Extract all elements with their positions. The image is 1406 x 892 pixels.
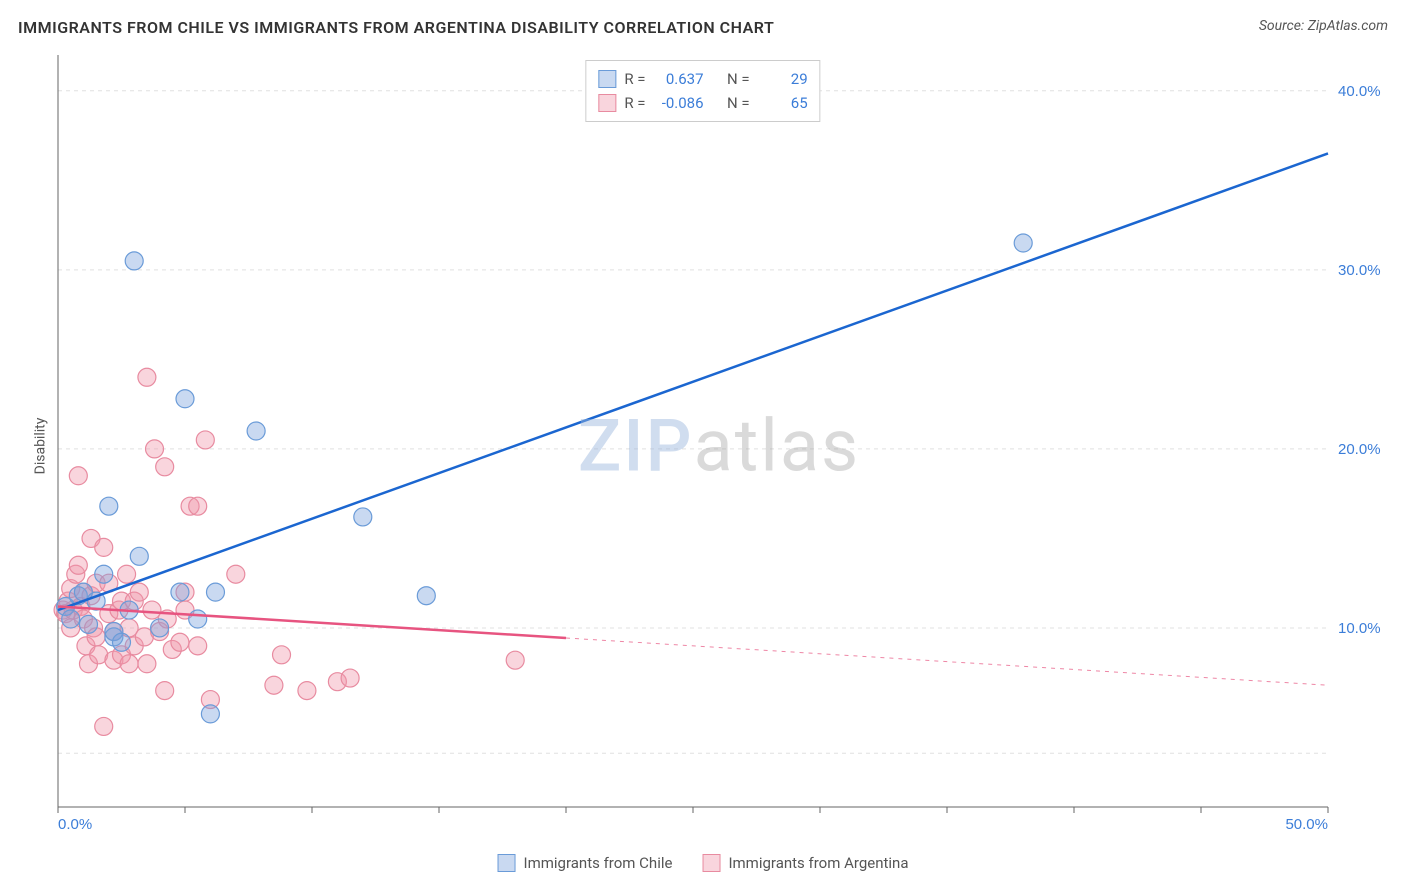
r-label: R = bbox=[624, 91, 645, 115]
chart-title: IMMIGRANTS FROM CHILE VS IMMIGRANTS FROM… bbox=[18, 18, 774, 37]
swatch-chile bbox=[598, 70, 616, 88]
source-attribution: Source: ZipAtlas.com bbox=[1259, 18, 1388, 34]
source-name: ZipAtlas.com bbox=[1308, 18, 1388, 34]
svg-text:0.0%: 0.0% bbox=[58, 816, 92, 833]
r-value-argentina: -0.086 bbox=[654, 91, 704, 115]
correlation-legend: R = 0.637 N = 29 R = -0.086 N = 65 bbox=[585, 60, 820, 122]
n-label: N = bbox=[727, 91, 750, 115]
swatch-argentina bbox=[598, 94, 616, 112]
svg-text:40.0%: 40.0% bbox=[1338, 83, 1381, 100]
swatch-chile-bottom bbox=[498, 854, 516, 872]
n-value-argentina: 65 bbox=[758, 91, 808, 115]
n-value-chile: 29 bbox=[758, 67, 808, 91]
legend-item-argentina: Immigrants from Argentina bbox=[702, 854, 908, 872]
legend-item-chile: Immigrants from Chile bbox=[498, 854, 673, 872]
n-label: N = bbox=[727, 67, 750, 91]
svg-text:50.0%: 50.0% bbox=[1285, 816, 1328, 833]
source-prefix: Source: bbox=[1259, 18, 1308, 34]
series-legend: Immigrants from Chile Immigrants from Ar… bbox=[498, 854, 909, 872]
svg-text:30.0%: 30.0% bbox=[1338, 262, 1381, 279]
legend-row-argentina: R = -0.086 N = 65 bbox=[598, 91, 807, 115]
svg-text:20.0%: 20.0% bbox=[1338, 441, 1381, 458]
chart-header: IMMIGRANTS FROM CHILE VS IMMIGRANTS FROM… bbox=[18, 18, 1388, 37]
scatter-plot-svg: 10.0% 20.0% 30.0% 40.0% 0.0% 50.0% bbox=[50, 55, 1388, 837]
r-value-chile: 0.637 bbox=[654, 67, 704, 91]
swatch-argentina-bottom bbox=[702, 854, 720, 872]
r-label: R = bbox=[624, 67, 645, 91]
y-axis-label: Disability bbox=[32, 418, 48, 475]
chart-plot-area: 10.0%20.0%30.0%40.0%0.0%50.0% ZIPatlas bbox=[50, 55, 1388, 837]
legend-row-chile: R = 0.637 N = 29 bbox=[598, 67, 807, 91]
series-name-argentina: Immigrants from Argentina bbox=[728, 854, 908, 872]
svg-text:10.0%: 10.0% bbox=[1338, 620, 1381, 637]
series-name-chile: Immigrants from Chile bbox=[524, 854, 673, 872]
